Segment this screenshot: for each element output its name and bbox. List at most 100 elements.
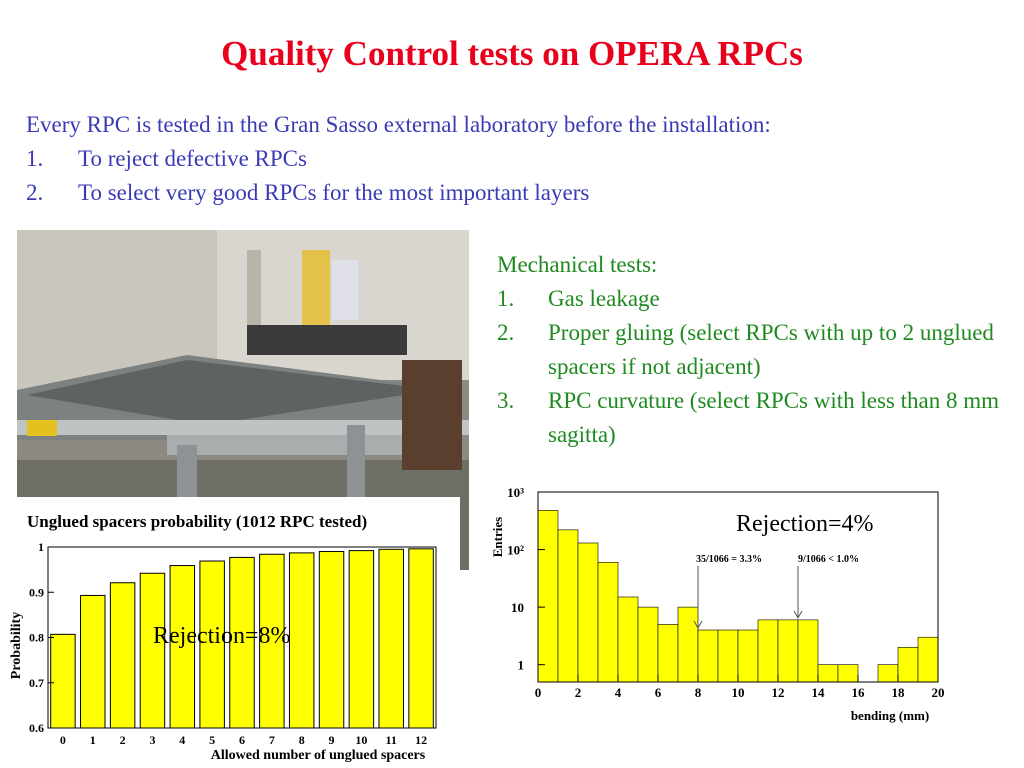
histogram-bin — [697, 629, 719, 683]
test-bench-photo — [17, 230, 469, 570]
bending-histogram: 0 2 4 6 8 10 12 14 16 18 20 1 10 10² 10³ 35/1066 = 3.3%… — [490, 485, 945, 723]
intro-item-number: 1. — [26, 146, 44, 171]
probability-bar — [318, 551, 345, 729]
histogram-bin — [657, 624, 679, 683]
probability-bar — [259, 553, 285, 729]
x-tick-label: 7 — [269, 733, 275, 747]
y-tick-label: 0.7 — [29, 676, 44, 690]
x-tick-label: 6 — [239, 733, 245, 747]
histogram-bin — [537, 510, 559, 683]
x-tick-label: 11 — [386, 733, 397, 747]
probability-bar — [348, 550, 375, 729]
mechanical-test-text: Gas leakage — [548, 286, 660, 311]
histogram-bin — [917, 636, 939, 683]
histogram-bin — [897, 647, 919, 683]
y-tick-label: 10 — [511, 600, 524, 615]
probability-bar — [199, 560, 225, 729]
histogram-bin — [637, 606, 659, 683]
x-tick-label: 16 — [852, 685, 866, 700]
histogram-bin — [577, 542, 599, 683]
x-tick-label: 2 — [575, 685, 582, 700]
mechanical-test-item: 3. RPC curvature (select RPCs with less t… — [497, 384, 1007, 452]
x-tick-label: 9 — [329, 733, 335, 747]
annotation-arrow-head — [793, 610, 803, 619]
histogram-bin — [557, 529, 579, 683]
x-tick-label: 12 — [772, 685, 785, 700]
x-axis-label: bending (mm) — [851, 708, 929, 723]
histogram-bin — [837, 664, 859, 683]
probability-bar — [378, 548, 404, 729]
y-tick-label: 0.8 — [29, 631, 44, 645]
y-tick-label: 1 — [518, 658, 525, 673]
x-tick-label: 4 — [179, 733, 185, 747]
x-tick-label: 4 — [615, 685, 622, 700]
x-tick-label: 8 — [695, 685, 702, 700]
mechanical-test-item: 1. Gas leakage — [497, 282, 1007, 316]
y-tick-label: 1 — [38, 540, 44, 554]
histogram-bin — [877, 664, 899, 683]
test-bench-photo-illustration — [17, 230, 469, 570]
histogram-bin — [677, 606, 699, 683]
histogram-bin — [757, 619, 779, 683]
x-tick-label: 8 — [299, 733, 305, 747]
mechanical-test-text: RPC curvature (select RPCs with less tha… — [548, 388, 1000, 447]
x-tick-label: 1 — [90, 733, 96, 747]
probability-bar — [109, 582, 136, 729]
x-tick-label: 3 — [149, 733, 155, 747]
intro-item-number: 2. — [26, 180, 44, 205]
histogram-bin — [737, 629, 759, 683]
chart-title: Unglued spacers probability (1012 RPC te… — [27, 512, 367, 531]
x-tick-label: 0 — [535, 685, 542, 700]
mechanical-tests: Mechanical tests: 1. Gas leakage 2. Proper… — [497, 248, 1007, 452]
intro-text: Every RPC is tested in the Gran Sasso ex… — [26, 112, 771, 137]
intro-item: 1. To reject defective RPCs — [26, 142, 771, 176]
probability-bar — [169, 565, 196, 729]
x-tick-label: 12 — [415, 733, 427, 747]
rejection-left-label: Rejection=8% — [153, 623, 291, 649]
mechanical-test-number: 3. — [497, 388, 515, 413]
histogram-bin — [617, 596, 639, 683]
y-tick-label: 0.6 — [29, 721, 44, 735]
histogram-bin — [817, 664, 839, 683]
annotation-label: 35/1066 = 3.3% — [696, 554, 762, 565]
probability-bar — [80, 594, 106, 729]
x-tick-label: 10 — [355, 733, 367, 747]
unglued-spacers-chart: Unglued spacers probability (1012 RPC te… — [9, 512, 437, 763]
y-axis-label: Probability — [9, 612, 24, 679]
x-tick-label: 10 — [732, 685, 745, 700]
x-tick-label: 2 — [120, 733, 126, 747]
x-tick-label: 5 — [209, 733, 215, 747]
probability-bar — [408, 548, 434, 729]
mechanical-tests-heading: Mechanical tests: — [497, 252, 658, 277]
probability-bar — [229, 556, 255, 729]
mechanical-test-number: 2. — [497, 320, 515, 345]
mechanical-test-text: Proper gluing (select RPCs with up to 2 … — [548, 320, 994, 379]
y-tick-label: 0.9 — [29, 585, 44, 599]
probability-bar — [288, 552, 315, 729]
x-tick-label: 0 — [60, 733, 66, 747]
y-tick-label: 10² — [507, 543, 524, 558]
x-tick-label: 18 — [892, 685, 906, 700]
mechanical-test-item: 2. Proper gluing (select RPCs with up to … — [497, 316, 1007, 384]
annotation-arrow-head — [693, 620, 703, 630]
rejection-right-label: Rejection=4% — [736, 511, 874, 537]
histogram-bin — [717, 629, 739, 683]
y-tick-label: 10³ — [507, 485, 524, 500]
x-tick-label: 20 — [932, 685, 945, 700]
intro-item-text: To reject defective RPCs — [78, 146, 307, 171]
slide-title: Quality Control tests on OPERA RPCs — [221, 34, 803, 73]
histogram-bin — [797, 619, 819, 683]
intro-item-text: To select very good RPCs for the most im… — [78, 180, 590, 205]
x-tick-label: 14 — [812, 685, 826, 700]
histogram-bin — [597, 562, 619, 683]
intro-item: 2. To select very good RPCs for the most … — [26, 176, 771, 210]
y-axis-label: Entries — [490, 517, 505, 557]
probability-bar — [139, 572, 166, 729]
annotation-label: 9/1066 < 1.0% — [798, 554, 859, 565]
x-axis-label: Allowed number of unglued spacers — [211, 748, 426, 763]
mechanical-test-number: 1. — [497, 286, 515, 311]
intro-block: Every RPC is tested in the Gran Sasso ex… — [26, 108, 771, 210]
probability-bar — [50, 633, 76, 729]
histogram-bin — [777, 619, 799, 683]
x-tick-label: 6 — [655, 685, 662, 700]
